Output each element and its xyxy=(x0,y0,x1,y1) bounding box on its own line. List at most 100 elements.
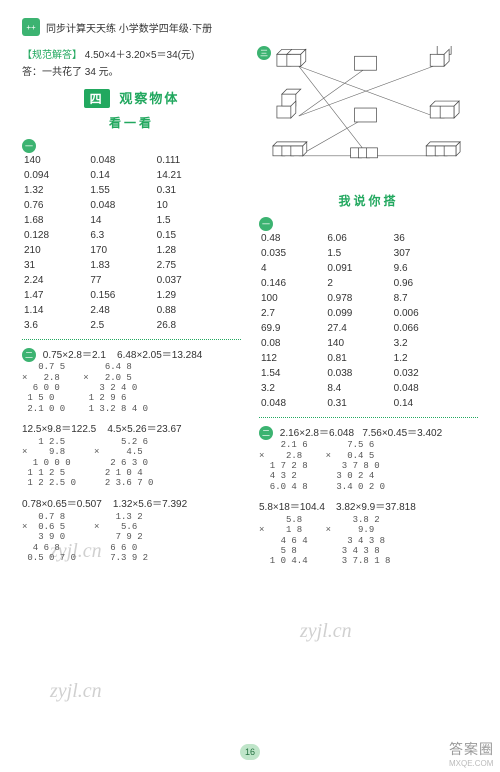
footer-en: MXQE.COM xyxy=(449,759,494,768)
table-cell: 0.15 xyxy=(155,228,221,243)
vertical-mult-row: 0.7 5 × 2.8 6 0 0 1 5 0 2.1 0 0 6.4 8 × … xyxy=(22,362,241,414)
table-row: 0.0351.5307 xyxy=(259,246,458,261)
vertical-multiplication: 1 2.5 × 9.8 1 0 0 0 1 1 2 5 1 2 2.5 0 xyxy=(22,437,76,489)
table-cell: 0.099 xyxy=(325,306,391,321)
eq-line: 5.8×18＝104.4 3.82×9.9＝37.818 xyxy=(259,498,478,513)
eq-text: 4.5×5.26＝23.67 xyxy=(107,424,181,435)
right-sub-title: 我说你搭 xyxy=(259,192,478,209)
table-cell: 31 xyxy=(22,258,88,273)
table-cell: 0.81 xyxy=(325,351,391,366)
answer-line: 答：一共花了 34 元。 xyxy=(22,63,241,78)
table-cell: 1.47 xyxy=(22,288,88,303)
answer-prefix: 答：一共花了 xyxy=(22,67,82,78)
sub-title: 看一看 xyxy=(22,114,241,131)
vertical-multiplication: 7.5 6 × 0.4 5 3 7 8 0 3 0 2 4 3.4 0 2 0 xyxy=(326,440,385,492)
solution-line: 【规范解答】 4.50×4＋3.20×5＝34(元) xyxy=(22,46,241,61)
cube-diagram xyxy=(259,46,478,186)
section-name: 观察物体 xyxy=(119,91,179,106)
table-cell: 0.006 xyxy=(392,306,458,321)
table-row: 69.927.40.066 xyxy=(259,321,458,336)
eq-group-a: 二 0.75×2.8＝2.1 6.48×2.05＝13.284 0.7 5 × … xyxy=(22,346,241,564)
right-column: 三 xyxy=(259,46,478,573)
table-cell: 0.037 xyxy=(155,273,221,288)
bullet-icon: 一 xyxy=(22,139,36,153)
table-cell: 0.066 xyxy=(392,321,458,336)
table-cell: 69.9 xyxy=(259,321,325,336)
table-cell: 100 xyxy=(259,291,325,306)
table-cell: 0.128 xyxy=(22,228,88,243)
table-row: 1.470.1561.29 xyxy=(22,288,221,303)
vertical-multiplication: 5.8 × 1 8 4 6 4 5 8 1 0 4.4 xyxy=(259,515,308,567)
bullet-icon: 二 xyxy=(259,426,273,440)
eq-text: 3.82×9.9＝37.818 xyxy=(336,502,416,513)
solution-label: 【规范解答】 xyxy=(22,50,82,61)
table-cell: 0.111 xyxy=(155,153,221,168)
table-cell: 8.7 xyxy=(392,291,458,306)
vertical-mult-row: 2.1 6 × 2.8 1 7 2 8 4 3 2 6.0 4 8 7.5 6 … xyxy=(259,440,478,492)
table-cell: 14.21 xyxy=(155,168,221,183)
table-cell: 6.06 xyxy=(325,231,391,246)
table-cell: 2.48 xyxy=(88,303,154,318)
table-cell: 2.75 xyxy=(155,258,221,273)
eq-line: 7.56×0.45＝3.402 xyxy=(362,428,442,439)
table-cell: 0.88 xyxy=(155,303,221,318)
table-cell: 26.8 xyxy=(155,318,221,333)
vertical-multiplication: 6.4 8 × 2.0 5 3 2 4 0 1 2 9 6 1 3.2 8 4 … xyxy=(83,362,148,414)
eq-text: 1.32×5.6＝7.392 xyxy=(113,499,187,510)
table-cell: 36 xyxy=(392,231,458,246)
table-cell: 0.048 xyxy=(259,396,325,411)
table-cell: 0.048 xyxy=(88,153,154,168)
table-row: 0.1286.30.15 xyxy=(22,228,221,243)
table-cell: 4 xyxy=(259,261,325,276)
table-cell: 0.48 xyxy=(259,231,325,246)
table-cell: 1.14 xyxy=(22,303,88,318)
eq-text: 0.78×0.65＝0.507 xyxy=(22,499,102,510)
table-cell: 2.7 xyxy=(259,306,325,321)
table-cell: 2.24 xyxy=(22,273,88,288)
table-row: 2.70.0990.006 xyxy=(259,306,458,321)
table-cell: 170 xyxy=(88,243,154,258)
table-cell: 0.032 xyxy=(392,366,458,381)
table-cell: 8.4 xyxy=(325,381,391,396)
divider xyxy=(22,339,241,340)
section-number: 四 xyxy=(84,89,110,108)
table-cell: 112 xyxy=(259,351,325,366)
eq-line: 2.16×2.8＝6.048 xyxy=(280,428,354,439)
table1-group: 一 1400.0480.1110.0940.1414.211.321.550.3… xyxy=(22,139,241,333)
table-cell: 140 xyxy=(22,153,88,168)
table-cell: 77 xyxy=(88,273,154,288)
vertical-mult-row: 1 2.5 × 9.8 1 0 0 0 1 1 2 5 1 2 2.5 0 5.… xyxy=(22,437,241,489)
table-row: 1.142.480.88 xyxy=(22,303,221,318)
table-cell: 10 xyxy=(155,198,221,213)
table-row: 3.62.526.8 xyxy=(22,318,221,333)
table-cell: 2.5 xyxy=(88,318,154,333)
divider xyxy=(259,417,478,418)
table-cell: 307 xyxy=(392,246,458,261)
table-row: 0.486.0636 xyxy=(259,231,458,246)
table-cell: 27.4 xyxy=(325,321,391,336)
table-row: 40.0919.6 xyxy=(259,261,458,276)
answer-value: 34 元。 xyxy=(85,67,119,78)
num-table-1: 1400.0480.1110.0940.1414.211.321.550.310… xyxy=(22,153,221,333)
header-title: 同步计算天天练 小学数学四年级·下册 xyxy=(46,20,212,35)
table-cell: 0.091 xyxy=(325,261,391,276)
table-row: 0.0940.1414.21 xyxy=(22,168,221,183)
table-row: 1120.811.2 xyxy=(259,351,458,366)
table-cell: 0.048 xyxy=(392,381,458,396)
logo-icon: ++ xyxy=(22,18,40,36)
page-number: 16 xyxy=(240,744,260,760)
table-cell: 9.6 xyxy=(392,261,458,276)
table-cell: 0.038 xyxy=(325,366,391,381)
table-cell: 3.2 xyxy=(392,336,458,351)
table2-group: 一 0.486.06360.0351.530740.0919.60.14620.… xyxy=(259,217,478,411)
table-row: 1.321.550.31 xyxy=(22,183,221,198)
table-cell: 0.035 xyxy=(259,246,325,261)
page-header: ++ 同步计算天天练 小学数学四年级·下册 xyxy=(22,18,478,36)
table-cell: 1.29 xyxy=(155,288,221,303)
table-cell: 1.83 xyxy=(88,258,154,273)
table-row: 1400.0480.111 xyxy=(22,153,221,168)
table-row: 0.0480.310.14 xyxy=(259,396,458,411)
vertical-mult-row: 5.8 × 1 8 4 6 4 5 8 1 0 4.4 3.8 2 × 9.9 … xyxy=(259,515,478,567)
table-row: 0.760.04810 xyxy=(22,198,221,213)
eq-group-b: 二 2.16×2.8＝6.048 7.56×0.45＝3.402 2.1 6 ×… xyxy=(259,424,478,567)
